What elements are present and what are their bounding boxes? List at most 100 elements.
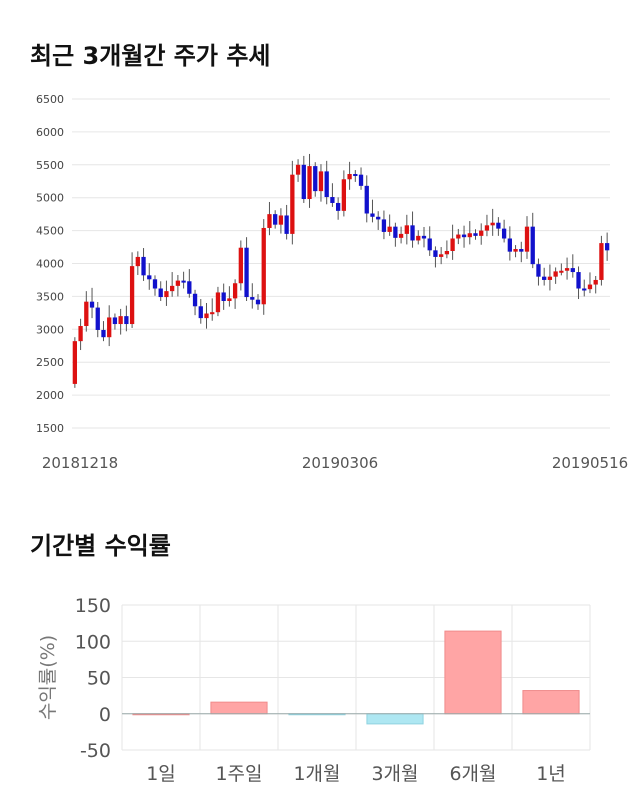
candle-body <box>416 235 421 241</box>
candle-body <box>232 283 238 299</box>
x-tick-label: 20190516 <box>552 454 628 472</box>
candle-body <box>158 288 163 298</box>
candle-body <box>559 270 564 273</box>
candle-body <box>530 226 535 265</box>
candle-body <box>456 234 461 239</box>
y-tick-label: 100 <box>75 631 111 653</box>
y-tick-label: 50 <box>87 668 111 690</box>
x-category-label: 1년 <box>536 763 566 785</box>
candle-body <box>381 219 387 232</box>
candle-body <box>175 280 181 286</box>
candle-body <box>427 238 432 251</box>
candle-body <box>444 250 450 255</box>
candle-body <box>124 316 129 325</box>
return-bar <box>210 701 268 715</box>
y-tick-label: 5500 <box>36 159 64 172</box>
y-tick-label: 2500 <box>36 356 64 369</box>
y-tick-label: 4500 <box>36 225 64 238</box>
candle-body <box>261 227 266 305</box>
candle-body <box>267 214 272 228</box>
y-tick-label: 6000 <box>36 126 64 139</box>
candle-body <box>501 228 507 239</box>
candle-body <box>198 306 203 319</box>
candle-body <box>318 171 324 192</box>
candle-body <box>101 329 106 338</box>
candle-body <box>341 179 347 211</box>
candle-body <box>330 197 335 203</box>
price-trend-title: 최근 3개월간 주가 추세 <box>30 42 271 70</box>
return-bar <box>366 713 424 725</box>
x-category-label: 3개월 <box>371 763 418 785</box>
y-tick-label: 150 <box>75 595 111 617</box>
return-bar <box>522 690 580 715</box>
y-tick-label: 6500 <box>36 93 64 106</box>
candle-body <box>170 285 175 292</box>
candle-body <box>210 312 215 315</box>
candle-body <box>118 316 123 325</box>
candle-body <box>95 307 100 330</box>
candle-body <box>72 341 78 384</box>
y-tick-label: 3500 <box>36 290 64 303</box>
candle-body <box>496 222 501 229</box>
x-category-label: 1일 <box>146 763 176 785</box>
candle-body <box>450 238 455 251</box>
candle-body <box>473 233 478 236</box>
candle-body <box>353 174 358 177</box>
candle-body <box>593 279 598 285</box>
candle-body <box>187 281 192 294</box>
candle-body <box>547 276 553 280</box>
candle-body <box>421 235 427 239</box>
candle-body <box>250 297 255 300</box>
candle-body <box>84 301 89 327</box>
candle-body <box>295 164 301 175</box>
y-tick-label: 1500 <box>36 422 64 435</box>
candlestick-chart: 6500 6000 5500 5000 4500 4000 3500 3000 2500 2000… <box>36 93 628 472</box>
candle-body <box>244 247 249 298</box>
candle-body <box>467 233 472 238</box>
candle-body <box>238 247 243 284</box>
candle-body <box>604 243 610 251</box>
candle-body <box>141 256 146 276</box>
candle-body <box>221 292 226 302</box>
candle-body <box>255 299 261 305</box>
y-tick-label: -50 <box>80 740 111 762</box>
candle-body <box>364 185 369 214</box>
candle-body <box>301 164 306 200</box>
candle-body <box>587 284 593 290</box>
return-bar <box>444 630 502 715</box>
candle-body <box>479 230 484 236</box>
candle-body <box>192 293 198 307</box>
candle-body <box>290 174 295 234</box>
candle-body <box>553 271 558 277</box>
x-tick-label: 20181218 <box>42 454 118 472</box>
y-tick-label: 0 <box>99 704 111 726</box>
y-tick-label: 2000 <box>36 389 64 402</box>
candle-body <box>347 174 352 180</box>
candle-body <box>576 272 581 289</box>
candle-body <box>433 250 438 257</box>
x-tick-label: 20190306 <box>302 454 378 472</box>
candle-body <box>570 268 575 273</box>
x-category-label: 1주일 <box>215 763 262 785</box>
candle-body <box>78 326 83 342</box>
candle-body <box>439 254 444 257</box>
x-category-label: 1개월 <box>293 763 340 785</box>
candle-body <box>278 215 284 225</box>
x-category-label: 6개월 <box>449 763 496 785</box>
y-tick-label: 5000 <box>36 192 64 205</box>
candle-body <box>324 171 329 198</box>
candle-body <box>147 275 152 280</box>
candle-body <box>164 291 169 298</box>
candle-body <box>410 225 415 241</box>
candle-body <box>227 298 232 302</box>
candle-body <box>152 279 158 289</box>
candle-body <box>370 213 375 217</box>
candle-body <box>89 301 95 308</box>
candle-body <box>490 222 495 226</box>
candle-body <box>335 202 341 211</box>
candle-body <box>404 225 409 234</box>
candle-body <box>507 238 512 252</box>
candle-body <box>524 226 530 252</box>
candle-body <box>112 317 118 325</box>
candle-body <box>398 233 404 238</box>
